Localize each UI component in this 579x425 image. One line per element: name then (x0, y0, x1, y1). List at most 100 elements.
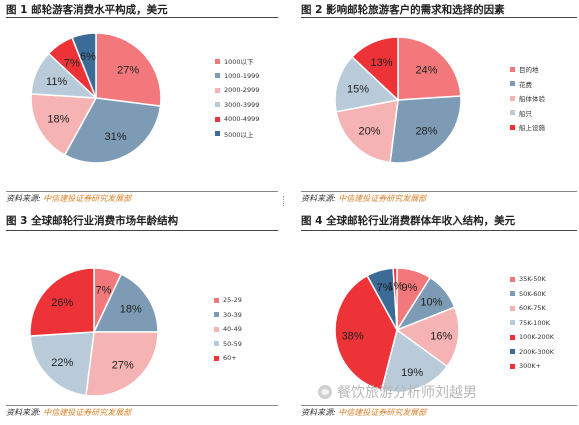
legend-label: 25-29 (223, 296, 242, 305)
pie-slice-2 (63, 97, 162, 164)
pie-slice-1 (95, 32, 162, 107)
legend-swatch (510, 124, 515, 130)
slice-label-5: 26% (51, 297, 73, 309)
legend-item: 40-49 (214, 322, 242, 337)
legend-label: 2000-2999 (224, 86, 260, 95)
legend-item: 5000以上 (215, 127, 259, 142)
source-rule (6, 191, 278, 192)
legend-swatch (215, 73, 220, 79)
legend: 1000以下 1000-1999 2000-2999 3000-3999 4000-49… (215, 54, 259, 141)
source-note: 资料来源: 中信建投证券研究发展部 (6, 407, 131, 418)
legend-item: 花费 (510, 77, 545, 92)
legend-swatch (214, 297, 219, 303)
watermark-text: 餐饮旅游分析师刘越男 (337, 385, 477, 401)
legend-item: 船只 (510, 106, 545, 121)
pie-slice-2 (389, 95, 462, 164)
legend-item: 50-59 (214, 337, 242, 352)
legend-swatch (215, 116, 220, 122)
legend-label: 50-59 (223, 339, 242, 348)
chart-title: 图 1 邮轮游客消费水平构成，美元 (6, 4, 168, 16)
watermark: 餐饮旅游分析师刘越男 (318, 382, 477, 402)
legend-item: 75K-100K (510, 316, 554, 331)
legend-swatch (510, 349, 515, 355)
legend-label: 5000以上 (224, 130, 254, 139)
pie-chart: 27% 31% 18% 11% 7%6% (30, 32, 162, 164)
source-note: 资料来源: 中信建投证券研究发展部 (301, 407, 426, 418)
legend-swatch (215, 131, 220, 137)
legend-item: 60K-75K (510, 301, 554, 316)
legend-item: 4000-4999 (215, 112, 259, 127)
legend-swatch (510, 110, 515, 116)
legend-item: 1000-1999 (215, 69, 259, 84)
legend-label: 75K-100K (519, 318, 550, 327)
slice-label-4: 19% (401, 367, 423, 379)
legend-label: 目的地 (519, 66, 539, 75)
source-prefix: 资料来源: (301, 194, 339, 203)
slice-label-6: 6% (80, 51, 96, 63)
legend-label: 1000以下 (224, 58, 254, 67)
slice-label-5: 13% (370, 57, 392, 69)
legend-swatch (510, 363, 515, 369)
legend-label: 50K-60K (519, 289, 546, 298)
pie-chart: 9%10% 16% 19% 38% 7%1% (334, 267, 460, 393)
pie-slice-4 (380, 328, 449, 393)
slice-label-2: 10% (420, 297, 442, 309)
legend-label: 30-39 (223, 310, 242, 319)
pie-chart: 7% 18% 27% 22% 26% (29, 267, 159, 397)
legend-label: 1000-1999 (224, 71, 260, 80)
slice-label-3: 18% (47, 114, 69, 126)
slice-label-1: 7% (96, 285, 112, 297)
slice-label-6: 7% (377, 282, 393, 294)
legend-swatch (215, 58, 220, 64)
source-note: 资料来源: 中信建投证券研究发展部 (6, 193, 131, 204)
wechat-icon (318, 385, 332, 399)
legend-swatch (510, 305, 515, 311)
chart-title: 图 3 全球邮轮行业消费市场年龄结构 (6, 215, 179, 227)
slice-label-7: 1% (388, 280, 404, 292)
pie-slice-3 (395, 306, 460, 368)
source-prefix: 资料来源: (6, 194, 44, 203)
legend-swatch (214, 326, 219, 332)
slice-label-1: 9% (402, 282, 418, 294)
title-rule (301, 17, 577, 18)
legend: 目的地 花费 船体体验 船只 船上设施 (510, 62, 545, 135)
legend: 25-29 30-39 40-49 50-59 60+ (214, 293, 242, 366)
legend-item: 3000-3999 (215, 98, 259, 113)
slice-label-5: 7% (64, 58, 80, 70)
legend-swatch (510, 334, 515, 340)
legend-item: 25-29 (214, 293, 242, 308)
slice-label-1: 27% (117, 65, 139, 77)
source-name: 中信建投证券研究发展部 (338, 194, 427, 203)
legend-swatch (510, 291, 515, 297)
title-rule (6, 230, 278, 231)
legend-label: 40-49 (223, 325, 242, 334)
chart-panel-2: 图 2 影响邮轮旅游客户的需求和选择的因素 24% 28% 20% 15% 13% 目的… (295, 0, 579, 210)
slice-label-3: 16% (430, 331, 452, 343)
legend-label: 60+ (223, 354, 237, 363)
legend-swatch (510, 81, 515, 87)
pie-slice-5 (334, 274, 398, 391)
legend-label: 60K-75K (519, 304, 546, 313)
pie-slice-4 (334, 55, 400, 113)
legend-item: 2000-2999 (215, 83, 259, 98)
legend: 35K-50K 50K-60K 60K-75K 75K-100K 100K-200K 20… (510, 272, 554, 374)
legend-item: 200K-300K (510, 345, 554, 360)
title-rule (6, 17, 278, 18)
column-divider (283, 196, 285, 206)
legend-label: 花费 (519, 80, 532, 89)
pie-slice-3 (85, 331, 159, 397)
source-rule (6, 405, 278, 406)
source-prefix: 资料来源: (6, 408, 44, 417)
slice-label-4: 22% (51, 357, 73, 369)
legend-item: 1000以下 (215, 54, 259, 69)
legend-item: 60+ (214, 351, 242, 366)
pie-slice-3 (30, 93, 98, 156)
legend-item: 目的地 (510, 62, 545, 77)
legend-swatch (510, 320, 515, 326)
pie-slice-7 (392, 267, 398, 331)
slice-label-5: 38% (342, 331, 364, 343)
pie-slice-1 (397, 36, 462, 101)
legend-label: 4000-4999 (224, 115, 260, 124)
legend-item: 船体体验 (510, 91, 545, 106)
chart-panel-1: 图 1 邮轮游客消费水平构成，美元 27% 31% 18% 11% 7% 6% 1000以… (0, 0, 290, 210)
